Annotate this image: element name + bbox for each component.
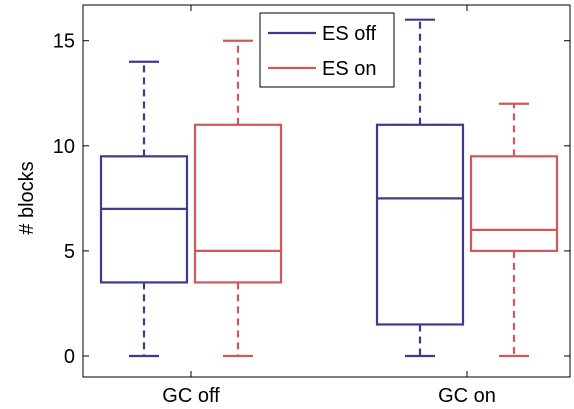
y-tick-label: 15 [53, 31, 75, 53]
iqr-box [99, 155, 189, 284]
legend: ES off ES on [259, 12, 395, 88]
y-tick-label: 5 [64, 241, 75, 263]
y-axis-label: # blocks [16, 161, 38, 234]
iqr-box [193, 123, 283, 284]
legend-label: ES on [322, 58, 376, 80]
x-tick-label: GC on [438, 385, 496, 407]
plot-frame [82, 4, 571, 378]
y-tick-label: 10 [53, 136, 75, 158]
box-es-on-gc-on [469, 102, 559, 358]
x-tick-label: GC off [162, 385, 220, 407]
legend-label: ES off [322, 23, 377, 45]
axes: 0 5 10 15 GC off GC on [53, 4, 571, 407]
legend-box [259, 12, 395, 88]
boxes [99, 18, 559, 358]
iqr-box [375, 123, 465, 326]
box-es-off-gc-off [99, 60, 189, 358]
box-es-on-gc-off [193, 39, 283, 358]
box-es-off-gc-on [375, 18, 465, 358]
y-tick-label: 0 [64, 346, 75, 368]
iqr-box [469, 155, 559, 252]
